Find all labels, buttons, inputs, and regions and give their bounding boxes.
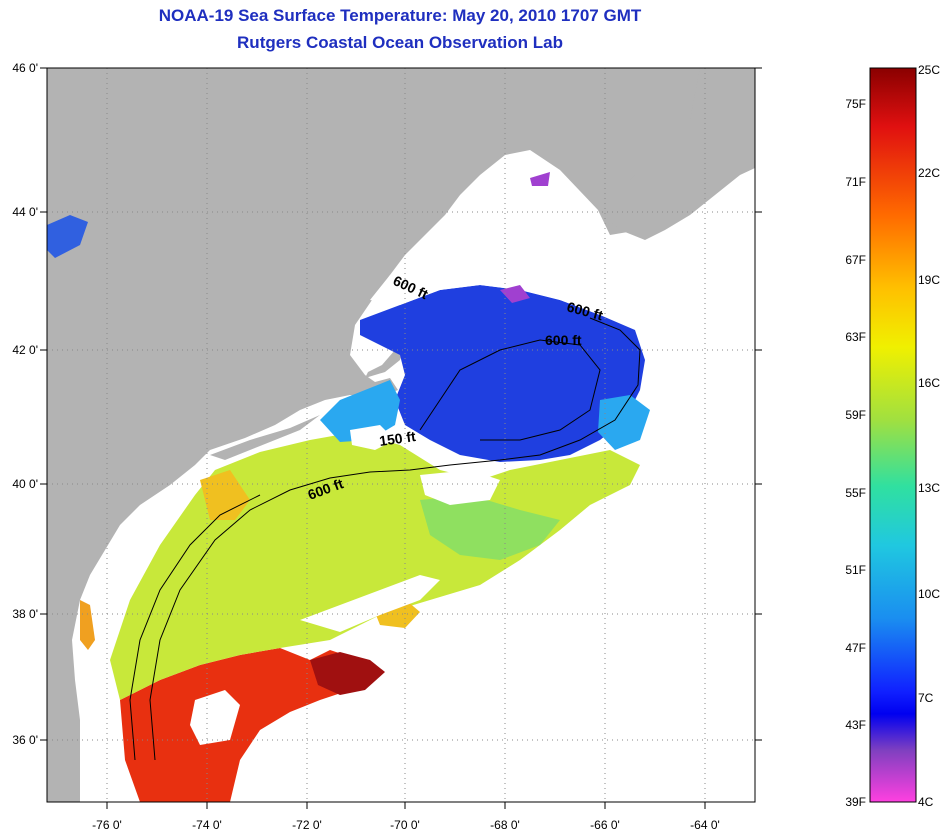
- lat-label: 44 0': [12, 205, 38, 219]
- map-grid: [47, 68, 755, 802]
- colorbar-label-f: 43F: [845, 718, 866, 732]
- lon-label: -76 0': [92, 818, 122, 832]
- lon-label: -64 0': [690, 818, 720, 832]
- sst-region-cool: [320, 380, 650, 450]
- colorbar-label-c: 19C: [918, 273, 940, 287]
- land-nova-scotia: [598, 68, 755, 240]
- colorbar-fahrenheit-labels: 75F 71F 67F 63F 59F 55F 51F 47F 43F 39F: [845, 97, 866, 809]
- sst-patch-coldest: [500, 172, 550, 303]
- sst-region-cool-slope: [420, 495, 560, 560]
- map-ticks: [40, 67, 762, 809]
- cloud-patch: [420, 470, 500, 505]
- lat-label: 38 0': [12, 607, 38, 621]
- colorbar-label-f: 39F: [845, 795, 866, 809]
- latitude-axis: 46 0' 44 0' 42 0' 40 0' 38 0' 36 0': [12, 61, 38, 747]
- colorbar-label-c: 7C: [918, 691, 934, 705]
- colorbar-label-f: 75F: [845, 97, 866, 111]
- contour-label: 150 ft: [378, 428, 417, 449]
- sst-patch-bay: [80, 600, 95, 650]
- lon-label: -74 0': [192, 818, 222, 832]
- lat-label: 42 0': [12, 343, 38, 357]
- cloud-patch: [370, 205, 610, 315]
- colorbar-label-f: 71F: [845, 175, 866, 189]
- longitude-axis: -76 0' -74 0' -72 0' -70 0' -68 0' -66 0…: [92, 818, 720, 832]
- land-cape-cod: [365, 345, 405, 378]
- colorbar-celsius-labels: 25C 22C 19C 16C 13C 10C 7C 4C: [918, 63, 940, 809]
- map-frame: [46, 67, 756, 803]
- colorbar-label-f: 67F: [845, 253, 866, 267]
- lon-label: -66 0': [590, 818, 620, 832]
- bathymetry-contours: [129, 317, 641, 761]
- lon-label: -68 0': [490, 818, 520, 832]
- colorbar-label-c: 16C: [918, 376, 940, 390]
- colorbar-label-f: 59F: [845, 408, 866, 422]
- map-title: NOAA-19 Sea Surface Temperature: May 20,…: [158, 6, 642, 25]
- sst-region-hot: [120, 648, 380, 802]
- colorbar-label-c: 13C: [918, 481, 940, 495]
- sst-region-warm: [200, 470, 420, 628]
- land-mainland: [47, 68, 755, 802]
- cloud-patch: [300, 575, 440, 632]
- lat-label: 40 0': [12, 477, 38, 491]
- colorbar-label-f: 63F: [845, 330, 866, 344]
- colorbar-label-c: 25C: [918, 63, 940, 77]
- cloud-patch: [190, 690, 240, 745]
- contour-label: 600 ft: [545, 332, 582, 348]
- lon-label: -70 0': [390, 818, 420, 832]
- lat-label: 46 0': [12, 61, 38, 75]
- colorbar-label-f: 55F: [845, 486, 866, 500]
- sst-patch-lake: [47, 215, 88, 258]
- map-subtitle: Rutgers Coastal Ocean Observation Lab: [237, 33, 563, 52]
- lon-label: -72 0': [292, 818, 322, 832]
- colorbar-label-c: 4C: [918, 795, 934, 809]
- colorbar-label-f: 47F: [845, 641, 866, 655]
- sst-region-very-hot: [310, 652, 385, 695]
- cloud-patch: [350, 425, 395, 450]
- colorbar-label-f: 51F: [845, 563, 866, 577]
- colorbar-label-c: 10C: [918, 587, 940, 601]
- colorbar: [869, 67, 917, 803]
- sst-region-cold: [360, 285, 645, 462]
- lat-label: 36 0': [12, 733, 38, 747]
- colorbar-label-c: 22C: [918, 166, 940, 180]
- land-long-island: [210, 415, 320, 460]
